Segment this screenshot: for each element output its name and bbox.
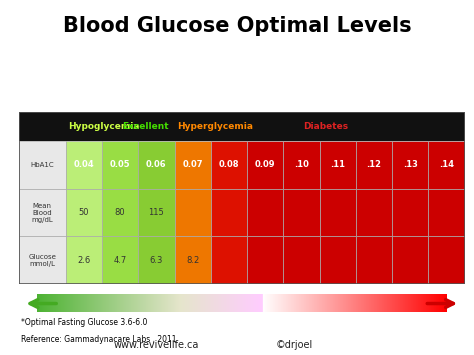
- Bar: [19, 141, 66, 189]
- Bar: [102, 236, 138, 284]
- Bar: [102, 189, 138, 236]
- Text: HbA1C: HbA1C: [30, 162, 54, 168]
- Text: 10.0: 10.0: [219, 256, 238, 265]
- Text: .13: .13: [403, 160, 418, 169]
- Bar: [174, 189, 211, 236]
- Text: Hyperglycemia: Hyperglycemia: [177, 122, 253, 131]
- Text: Glucose
mmol/L: Glucose mmol/L: [28, 254, 56, 267]
- Bar: [283, 189, 319, 236]
- Bar: [319, 189, 356, 236]
- Bar: [211, 189, 247, 236]
- Text: 215: 215: [257, 208, 273, 217]
- Text: Mean
Blood
mg/dL: Mean Blood mg/dL: [31, 203, 53, 223]
- Text: 80: 80: [115, 208, 126, 217]
- Text: 380: 380: [438, 208, 455, 217]
- Bar: [428, 189, 465, 236]
- Bar: [392, 141, 428, 189]
- Bar: [283, 236, 319, 284]
- Text: 2.6: 2.6: [77, 256, 91, 265]
- Text: 250: 250: [293, 208, 309, 217]
- Text: 280: 280: [330, 208, 346, 217]
- Text: 11.9: 11.9: [256, 256, 274, 265]
- Text: 4.7: 4.7: [113, 256, 127, 265]
- Bar: [102, 141, 138, 189]
- Bar: [138, 236, 174, 284]
- Bar: [356, 189, 392, 236]
- Text: Reference: Gammadynacare Labs , 2011: Reference: Gammadynacare Labs , 2011: [21, 335, 177, 344]
- Text: 6.3: 6.3: [150, 256, 163, 265]
- Text: 15.6: 15.6: [328, 256, 347, 265]
- Text: Diabetes: Diabetes: [304, 122, 349, 131]
- Text: 0.09: 0.09: [255, 160, 275, 169]
- Bar: [356, 236, 392, 284]
- Text: 0.07: 0.07: [182, 160, 203, 169]
- Text: 315: 315: [366, 208, 382, 217]
- Text: 17.4: 17.4: [365, 256, 383, 265]
- Text: *Optimal Fasting Glucose 3.6-6.0: *Optimal Fasting Glucose 3.6-6.0: [21, 318, 148, 327]
- Bar: [392, 236, 428, 284]
- Bar: [428, 141, 465, 189]
- Bar: [19, 236, 66, 284]
- Text: 0.08: 0.08: [219, 160, 239, 169]
- Bar: [19, 112, 465, 141]
- Text: 350: 350: [402, 208, 418, 217]
- Text: Blood Glucose Optimal Levels: Blood Glucose Optimal Levels: [63, 16, 411, 36]
- Bar: [283, 141, 319, 189]
- Text: .11: .11: [330, 160, 345, 169]
- Text: 8.2: 8.2: [186, 256, 199, 265]
- Bar: [174, 141, 211, 189]
- Bar: [19, 189, 66, 236]
- Bar: [247, 189, 283, 236]
- Text: 180: 180: [221, 208, 237, 217]
- Bar: [211, 236, 247, 284]
- Text: .12: .12: [366, 160, 382, 169]
- Bar: [356, 141, 392, 189]
- Bar: [174, 236, 211, 284]
- Text: Excellent: Excellent: [122, 122, 169, 131]
- Text: Hypoglycemia: Hypoglycemia: [68, 122, 139, 131]
- Text: .14: .14: [439, 160, 454, 169]
- Text: 115: 115: [148, 208, 164, 217]
- Text: www.revivelife.ca: www.revivelife.ca: [114, 340, 199, 350]
- Bar: [247, 236, 283, 284]
- Text: .10: .10: [294, 160, 309, 169]
- Bar: [66, 236, 102, 284]
- Text: 0.04: 0.04: [73, 160, 94, 169]
- Text: 150: 150: [185, 208, 201, 217]
- Bar: [138, 141, 174, 189]
- Text: 50: 50: [79, 208, 89, 217]
- Text: 0.05: 0.05: [110, 160, 130, 169]
- Bar: [138, 189, 174, 236]
- Text: 19.3: 19.3: [401, 256, 419, 265]
- Bar: [392, 189, 428, 236]
- Bar: [319, 236, 356, 284]
- Text: 0.06: 0.06: [146, 160, 167, 169]
- Text: 21.1: 21.1: [437, 256, 456, 265]
- Bar: [247, 141, 283, 189]
- Bar: [66, 141, 102, 189]
- Bar: [428, 236, 465, 284]
- Text: 13.7: 13.7: [292, 256, 310, 265]
- Bar: [211, 141, 247, 189]
- Bar: [319, 141, 356, 189]
- Bar: [66, 189, 102, 236]
- Text: ©drjoel: ©drjoel: [275, 340, 312, 350]
